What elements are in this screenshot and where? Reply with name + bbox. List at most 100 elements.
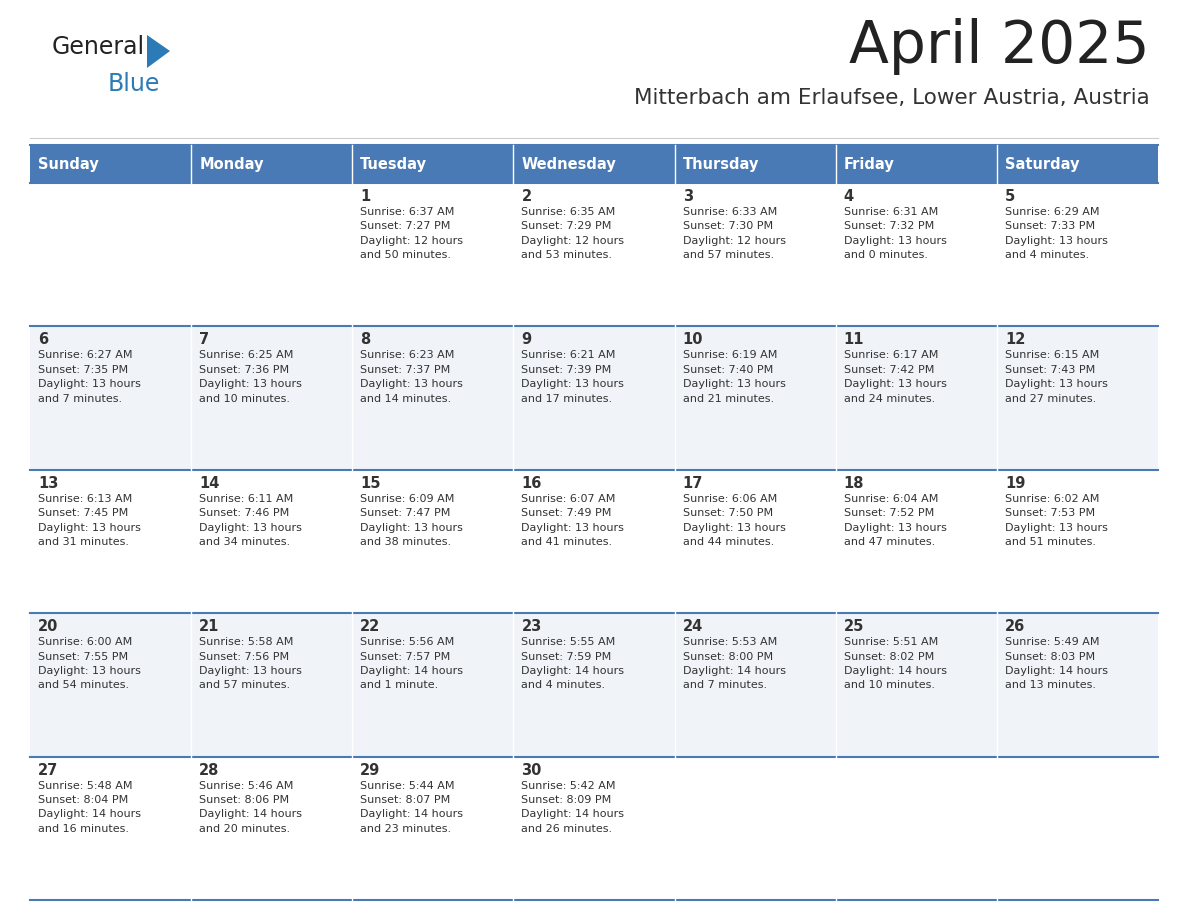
Text: 6: 6 bbox=[38, 332, 49, 347]
Text: Sunrise: 5:49 AM
Sunset: 8:03 PM
Daylight: 14 hours
and 13 minutes.: Sunrise: 5:49 AM Sunset: 8:03 PM Dayligh… bbox=[1005, 637, 1108, 690]
Bar bbox=[353, 145, 513, 183]
Text: 4: 4 bbox=[843, 189, 854, 204]
Polygon shape bbox=[147, 35, 170, 68]
Bar bbox=[997, 145, 1158, 183]
Text: General: General bbox=[52, 35, 145, 59]
Text: Sunrise: 5:56 AM
Sunset: 7:57 PM
Daylight: 14 hours
and 1 minute.: Sunrise: 5:56 AM Sunset: 7:57 PM Dayligh… bbox=[360, 637, 463, 690]
Text: Sunrise: 6:33 AM
Sunset: 7:30 PM
Daylight: 12 hours
and 57 minutes.: Sunrise: 6:33 AM Sunset: 7:30 PM Dayligh… bbox=[683, 207, 785, 260]
Text: Mitterbach am Erlaufsee, Lower Austria, Austria: Mitterbach am Erlaufsee, Lower Austria, … bbox=[634, 88, 1150, 108]
Text: Sunrise: 6:17 AM
Sunset: 7:42 PM
Daylight: 13 hours
and 24 minutes.: Sunrise: 6:17 AM Sunset: 7:42 PM Dayligh… bbox=[843, 351, 947, 404]
Text: Tuesday: Tuesday bbox=[360, 156, 428, 172]
Bar bbox=[191, 613, 353, 756]
Text: 12: 12 bbox=[1005, 332, 1025, 347]
Text: Sunrise: 5:55 AM
Sunset: 7:59 PM
Daylight: 14 hours
and 4 minutes.: Sunrise: 5:55 AM Sunset: 7:59 PM Dayligh… bbox=[522, 637, 625, 690]
Text: 1: 1 bbox=[360, 189, 371, 204]
Bar bbox=[353, 327, 513, 470]
Text: Sunrise: 5:51 AM
Sunset: 8:02 PM
Daylight: 14 hours
and 10 minutes.: Sunrise: 5:51 AM Sunset: 8:02 PM Dayligh… bbox=[843, 637, 947, 690]
Text: 28: 28 bbox=[200, 763, 220, 778]
Bar bbox=[997, 613, 1158, 756]
Bar bbox=[191, 327, 353, 470]
Text: Friday: Friday bbox=[843, 156, 895, 172]
Bar bbox=[513, 470, 675, 613]
Text: Sunrise: 6:19 AM
Sunset: 7:40 PM
Daylight: 13 hours
and 21 minutes.: Sunrise: 6:19 AM Sunset: 7:40 PM Dayligh… bbox=[683, 351, 785, 404]
Bar bbox=[353, 183, 513, 327]
Text: 16: 16 bbox=[522, 476, 542, 491]
Bar bbox=[835, 613, 997, 756]
Text: Thursday: Thursday bbox=[683, 156, 759, 172]
Bar bbox=[675, 470, 835, 613]
Text: Sunrise: 6:02 AM
Sunset: 7:53 PM
Daylight: 13 hours
and 51 minutes.: Sunrise: 6:02 AM Sunset: 7:53 PM Dayligh… bbox=[1005, 494, 1107, 547]
Text: 14: 14 bbox=[200, 476, 220, 491]
Text: Sunrise: 6:37 AM
Sunset: 7:27 PM
Daylight: 12 hours
and 50 minutes.: Sunrise: 6:37 AM Sunset: 7:27 PM Dayligh… bbox=[360, 207, 463, 260]
Bar bbox=[353, 613, 513, 756]
Bar bbox=[997, 327, 1158, 470]
Bar bbox=[353, 756, 513, 900]
Text: Sunrise: 6:11 AM
Sunset: 7:46 PM
Daylight: 13 hours
and 34 minutes.: Sunrise: 6:11 AM Sunset: 7:46 PM Dayligh… bbox=[200, 494, 302, 547]
Text: Sunrise: 5:42 AM
Sunset: 8:09 PM
Daylight: 14 hours
and 26 minutes.: Sunrise: 5:42 AM Sunset: 8:09 PM Dayligh… bbox=[522, 780, 625, 834]
Text: Sunrise: 6:06 AM
Sunset: 7:50 PM
Daylight: 13 hours
and 44 minutes.: Sunrise: 6:06 AM Sunset: 7:50 PM Dayligh… bbox=[683, 494, 785, 547]
Bar bbox=[30, 145, 191, 183]
Text: 10: 10 bbox=[683, 332, 703, 347]
Text: 25: 25 bbox=[843, 620, 864, 634]
Text: 26: 26 bbox=[1005, 620, 1025, 634]
Text: 8: 8 bbox=[360, 332, 371, 347]
Text: Sunrise: 6:31 AM
Sunset: 7:32 PM
Daylight: 13 hours
and 0 minutes.: Sunrise: 6:31 AM Sunset: 7:32 PM Dayligh… bbox=[843, 207, 947, 260]
Text: 29: 29 bbox=[360, 763, 380, 778]
Text: 11: 11 bbox=[843, 332, 864, 347]
Text: 13: 13 bbox=[38, 476, 58, 491]
Bar bbox=[513, 756, 675, 900]
Bar bbox=[835, 470, 997, 613]
Text: 3: 3 bbox=[683, 189, 693, 204]
Text: Sunrise: 6:13 AM
Sunset: 7:45 PM
Daylight: 13 hours
and 31 minutes.: Sunrise: 6:13 AM Sunset: 7:45 PM Dayligh… bbox=[38, 494, 141, 547]
Text: Sunrise: 5:46 AM
Sunset: 8:06 PM
Daylight: 14 hours
and 20 minutes.: Sunrise: 5:46 AM Sunset: 8:06 PM Dayligh… bbox=[200, 780, 302, 834]
Bar bbox=[30, 327, 191, 470]
Bar bbox=[191, 756, 353, 900]
Text: 24: 24 bbox=[683, 620, 703, 634]
Text: 20: 20 bbox=[38, 620, 58, 634]
Text: 15: 15 bbox=[360, 476, 381, 491]
Text: Sunrise: 6:23 AM
Sunset: 7:37 PM
Daylight: 13 hours
and 14 minutes.: Sunrise: 6:23 AM Sunset: 7:37 PM Dayligh… bbox=[360, 351, 463, 404]
Bar bbox=[997, 756, 1158, 900]
Text: Sunrise: 5:44 AM
Sunset: 8:07 PM
Daylight: 14 hours
and 23 minutes.: Sunrise: 5:44 AM Sunset: 8:07 PM Dayligh… bbox=[360, 780, 463, 834]
Text: 27: 27 bbox=[38, 763, 58, 778]
Bar bbox=[513, 145, 675, 183]
Bar bbox=[675, 183, 835, 327]
Text: 9: 9 bbox=[522, 332, 531, 347]
Text: 2: 2 bbox=[522, 189, 531, 204]
Bar bbox=[191, 145, 353, 183]
Text: 22: 22 bbox=[360, 620, 380, 634]
Text: Monday: Monday bbox=[200, 156, 264, 172]
Text: 19: 19 bbox=[1005, 476, 1025, 491]
Bar bbox=[675, 145, 835, 183]
Bar bbox=[513, 183, 675, 327]
Bar bbox=[835, 145, 997, 183]
Bar bbox=[353, 470, 513, 613]
Text: Sunrise: 5:53 AM
Sunset: 8:00 PM
Daylight: 14 hours
and 7 minutes.: Sunrise: 5:53 AM Sunset: 8:00 PM Dayligh… bbox=[683, 637, 785, 690]
Text: 18: 18 bbox=[843, 476, 864, 491]
Bar bbox=[191, 183, 353, 327]
Text: April 2025: April 2025 bbox=[849, 18, 1150, 75]
Text: Sunrise: 6:15 AM
Sunset: 7:43 PM
Daylight: 13 hours
and 27 minutes.: Sunrise: 6:15 AM Sunset: 7:43 PM Dayligh… bbox=[1005, 351, 1107, 404]
Text: Sunrise: 6:25 AM
Sunset: 7:36 PM
Daylight: 13 hours
and 10 minutes.: Sunrise: 6:25 AM Sunset: 7:36 PM Dayligh… bbox=[200, 351, 302, 404]
Text: Sunrise: 6:29 AM
Sunset: 7:33 PM
Daylight: 13 hours
and 4 minutes.: Sunrise: 6:29 AM Sunset: 7:33 PM Dayligh… bbox=[1005, 207, 1107, 260]
Text: 7: 7 bbox=[200, 332, 209, 347]
Bar bbox=[513, 327, 675, 470]
Bar bbox=[675, 756, 835, 900]
Bar bbox=[675, 613, 835, 756]
Bar bbox=[30, 470, 191, 613]
Bar bbox=[997, 183, 1158, 327]
Bar bbox=[835, 756, 997, 900]
Bar bbox=[30, 183, 191, 327]
Text: 5: 5 bbox=[1005, 189, 1015, 204]
Text: Sunrise: 6:00 AM
Sunset: 7:55 PM
Daylight: 13 hours
and 54 minutes.: Sunrise: 6:00 AM Sunset: 7:55 PM Dayligh… bbox=[38, 637, 141, 690]
Text: Blue: Blue bbox=[108, 72, 160, 96]
Bar bbox=[835, 183, 997, 327]
Text: Sunrise: 6:35 AM
Sunset: 7:29 PM
Daylight: 12 hours
and 53 minutes.: Sunrise: 6:35 AM Sunset: 7:29 PM Dayligh… bbox=[522, 207, 625, 260]
Text: Sunrise: 6:27 AM
Sunset: 7:35 PM
Daylight: 13 hours
and 7 minutes.: Sunrise: 6:27 AM Sunset: 7:35 PM Dayligh… bbox=[38, 351, 141, 404]
Bar bbox=[30, 756, 191, 900]
Text: 21: 21 bbox=[200, 620, 220, 634]
Bar bbox=[997, 470, 1158, 613]
Bar bbox=[675, 327, 835, 470]
Text: Sunrise: 5:48 AM
Sunset: 8:04 PM
Daylight: 14 hours
and 16 minutes.: Sunrise: 5:48 AM Sunset: 8:04 PM Dayligh… bbox=[38, 780, 141, 834]
Text: Sunrise: 6:21 AM
Sunset: 7:39 PM
Daylight: 13 hours
and 17 minutes.: Sunrise: 6:21 AM Sunset: 7:39 PM Dayligh… bbox=[522, 351, 625, 404]
